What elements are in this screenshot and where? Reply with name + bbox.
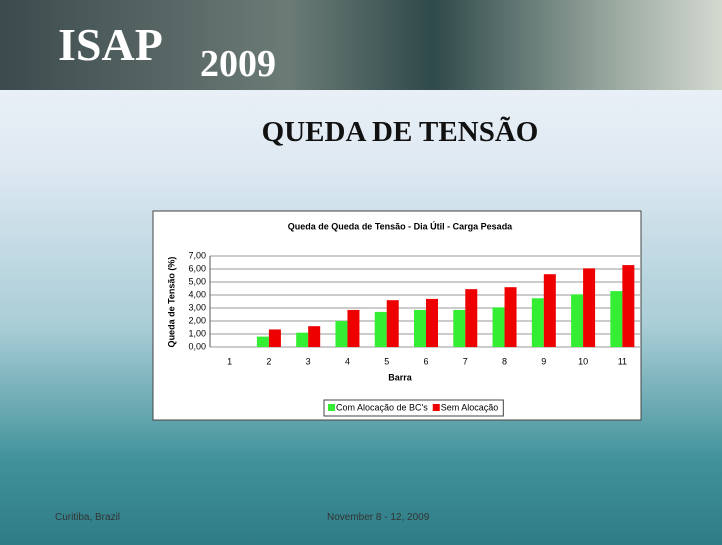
bar [335,321,348,347]
y-axis-title: Queda de Tensão (%) [166,257,176,348]
legend: Com Alocação de BC's Sem Alocação [323,399,504,417]
bar [610,291,623,347]
bar [296,332,309,347]
bar [308,326,321,347]
bar [504,287,517,347]
legend-label: Com Alocação de BC's [336,402,428,412]
y-tick-label: 7,00 [188,250,206,260]
footer-location: Curitiba, Brazil [55,512,121,523]
bar [465,289,478,347]
bar [386,300,399,347]
y-tick-label: 2,00 [188,315,206,325]
x-tick-label: 3 [306,356,311,366]
x-tick-label: 2 [266,356,271,366]
y-tick-label: 5,00 [188,276,206,286]
legend-label: Sem Alocação [441,402,499,412]
bar [571,294,584,347]
bar [347,309,360,347]
y-tick-label: 4,00 [188,289,206,299]
bar [543,274,556,347]
x-axis-title: Barra [388,372,413,382]
x-tick-label: 8 [502,356,507,366]
y-tick-label: 0,00 [188,341,206,351]
bar [622,265,635,347]
x-tick-label: 1 [227,356,232,366]
slide-title: QUEDA DE TENSÃO [261,116,539,148]
y-tick-label: 3,00 [188,302,206,312]
bar [492,307,505,347]
legend-swatch [432,404,440,411]
x-tick-label: 9 [541,356,546,366]
bar [414,309,426,347]
bar [453,309,466,347]
bar [268,329,281,347]
x-tick-label: 11 [618,356,627,366]
banner [0,0,722,90]
bar [583,268,596,347]
footer-date: November 8 - 12, 2009 [327,512,430,523]
header-year: 2009 [200,43,276,85]
y-tick-label: 1,00 [188,328,206,338]
legend-frame [323,399,504,417]
x-tick-label: 4 [345,356,350,366]
bar [426,298,438,347]
bar [256,336,269,347]
legend-swatch [328,404,335,411]
x-tick-label: 6 [423,356,428,366]
y-tick-label: 6,00 [188,263,206,273]
header-title: ISAP [58,19,163,70]
x-tick-label: 10 [578,356,588,366]
x-tick-label: 5 [384,356,389,366]
chart-title: Queda de Queda de Tensão - Dia Útil - Ca… [288,220,513,231]
x-tick-label: 7 [463,356,468,366]
bar [374,311,387,347]
bar [531,298,544,347]
